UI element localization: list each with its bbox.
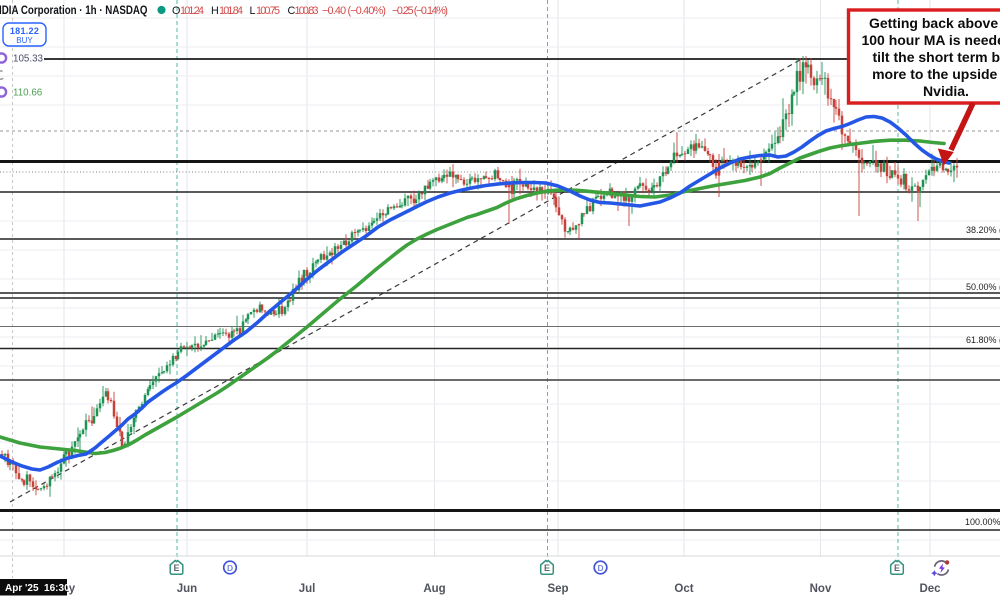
svg-text:BUY: BUY: [16, 36, 33, 45]
svg-text:−0.25 (−0.14%): −0.25 (−0.14%): [392, 5, 448, 17]
svg-text:−0.40 (−0.40%): −0.40 (−0.40%): [322, 5, 386, 17]
svg-text:Dec: Dec: [919, 583, 941, 595]
svg-text:181.22: 181.22: [10, 26, 39, 36]
svg-text:Apr '25 16:30: Apr '25 16:30: [5, 583, 70, 594]
svg-text:Sep: Sep: [547, 583, 568, 595]
svg-text:105.33: 105.33: [13, 54, 44, 65]
svg-text:100 hour MA is needed to: 100 hour MA is needed to: [861, 32, 1000, 48]
svg-text:O: O: [172, 5, 180, 17]
svg-text:61.80% (136.21): 61.80% (136.21): [966, 335, 1000, 345]
svg-text:NVIDIA Corporation · 1h · NASD: NVIDIA Corporation · 1h · NASDAQ: [0, 3, 148, 17]
svg-text:101.24: 101.24: [180, 5, 204, 17]
svg-text:E: E: [894, 563, 900, 573]
svg-text:Getting back above the: Getting back above the: [869, 15, 1000, 31]
svg-text:D: D: [227, 563, 233, 573]
svg-text:Nvidia.: Nvidia.: [923, 83, 969, 99]
svg-text:E: E: [544, 563, 550, 573]
svg-text:more to the upside for: more to the upside for: [872, 66, 1000, 82]
svg-text:100.75: 100.75: [256, 5, 280, 17]
svg-text:L: L: [250, 5, 256, 17]
svg-text:38.20% (158.96): 38.20% (158.96): [966, 225, 1000, 235]
svg-text:100.00%: 100.00%: [965, 517, 1000, 527]
svg-text:Nov: Nov: [810, 583, 832, 595]
svg-text:Jun: Jun: [177, 583, 197, 595]
svg-text:Oct: Oct: [674, 583, 693, 595]
svg-text:E: E: [173, 563, 179, 573]
svg-text:H: H: [211, 5, 219, 17]
svg-text:Aug: Aug: [423, 583, 445, 595]
svg-text:110.66: 110.66: [13, 88, 43, 99]
svg-text:101.84: 101.84: [219, 5, 243, 17]
svg-text:50.00% (147.58): 50.00% (147.58): [966, 282, 1000, 292]
svg-text:C: C: [288, 5, 296, 17]
svg-text:100.83: 100.83: [295, 5, 319, 17]
svg-text:tilt the short term bias: tilt the short term bias: [872, 49, 1000, 65]
svg-text:Jul: Jul: [299, 583, 316, 595]
svg-text:D: D: [597, 563, 603, 573]
